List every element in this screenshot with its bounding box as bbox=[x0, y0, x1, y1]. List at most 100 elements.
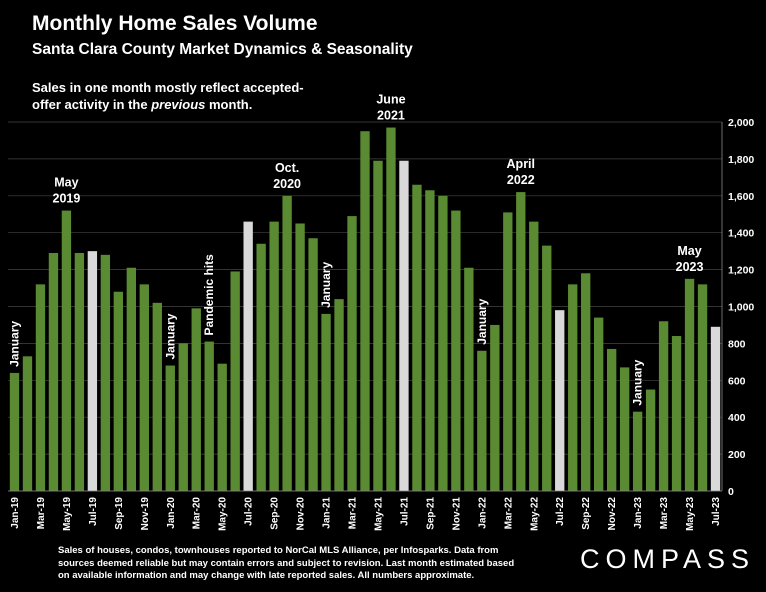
x-tick-label: Jan-21 bbox=[322, 497, 333, 529]
bar bbox=[282, 195, 292, 492]
bar bbox=[308, 238, 318, 491]
bar bbox=[217, 363, 227, 491]
annotation-label: January bbox=[319, 262, 333, 308]
x-tick-label: Jul-22 bbox=[555, 497, 566, 526]
bar bbox=[48, 252, 59, 491]
bar bbox=[139, 284, 149, 491]
annotation-label: April bbox=[507, 157, 535, 171]
annotation-label: January bbox=[631, 359, 645, 405]
x-tick-label: Sep-20 bbox=[270, 497, 281, 530]
page-subtitle: Santa Clara County Market Dynamics & Sea… bbox=[32, 41, 413, 58]
x-tick-label: Jul-23 bbox=[711, 497, 722, 526]
bar bbox=[710, 326, 721, 491]
compass-logo: COMPASS bbox=[580, 544, 756, 574]
x-tick-label: Mar-22 bbox=[503, 497, 514, 530]
y-tick-label: 1,400 bbox=[728, 228, 754, 240]
y-tick-label: 600 bbox=[728, 375, 746, 387]
bar bbox=[438, 195, 448, 492]
x-tick-label: Jan-23 bbox=[633, 497, 644, 529]
x-tick-label: Sep-21 bbox=[425, 497, 436, 530]
bar bbox=[74, 252, 85, 491]
bar bbox=[347, 216, 357, 491]
bar bbox=[684, 278, 695, 491]
x-tick-label: May-23 bbox=[685, 497, 696, 531]
bar bbox=[593, 317, 604, 491]
bar bbox=[22, 356, 33, 491]
x-tick-label: Nov-19 bbox=[140, 497, 151, 531]
annotation-label: 2023 bbox=[676, 260, 704, 274]
x-tick-label: May-20 bbox=[218, 497, 229, 531]
bar bbox=[230, 271, 240, 491]
x-tick-label: Mar-20 bbox=[192, 497, 203, 530]
x-tick-label: Jul-20 bbox=[244, 497, 255, 526]
chart-note: Sales in one month mostly reflect accept… bbox=[32, 79, 332, 113]
bar bbox=[516, 192, 526, 492]
bar bbox=[256, 243, 266, 491]
annotation-label: 2022 bbox=[507, 173, 535, 187]
x-tick-label: Nov-20 bbox=[296, 497, 307, 531]
bar bbox=[490, 324, 500, 491]
bar bbox=[542, 245, 552, 491]
page-title: Monthly Home Sales Volume bbox=[32, 12, 318, 35]
bar bbox=[204, 341, 214, 491]
bar bbox=[464, 267, 474, 491]
y-tick-label: 800 bbox=[728, 338, 746, 350]
x-tick-label: May-19 bbox=[62, 497, 73, 531]
y-tick-label: 1,000 bbox=[728, 302, 754, 314]
y-tick-label: 1,200 bbox=[728, 265, 754, 277]
bar bbox=[35, 284, 46, 491]
bar bbox=[152, 302, 162, 491]
annotation-label: May bbox=[677, 244, 701, 258]
x-tick-label: Mar-21 bbox=[348, 497, 359, 530]
y-tick-label: 1,800 bbox=[728, 154, 754, 166]
bar bbox=[399, 160, 409, 491]
annotation-label: 2020 bbox=[273, 177, 301, 191]
bar bbox=[671, 336, 682, 491]
bar bbox=[555, 310, 565, 491]
x-tick-label: Nov-21 bbox=[451, 497, 462, 531]
annotation-label: Oct. bbox=[275, 161, 299, 175]
x-tick-label: Mar-19 bbox=[36, 497, 47, 530]
bar bbox=[412, 184, 422, 492]
x-tick-label: Sep-19 bbox=[114, 497, 125, 530]
bar bbox=[386, 127, 396, 491]
bar bbox=[581, 273, 591, 491]
y-tick-label: 200 bbox=[728, 449, 746, 461]
bar bbox=[9, 372, 20, 491]
y-tick-label: 1,600 bbox=[728, 191, 754, 203]
x-tick-label: May-22 bbox=[529, 497, 540, 531]
note-text-emphasis: previous bbox=[151, 97, 206, 112]
y-tick-label: 0 bbox=[728, 486, 734, 498]
x-tick-label: Sep-22 bbox=[581, 497, 592, 530]
bar bbox=[165, 365, 175, 491]
bar bbox=[697, 284, 708, 491]
annotation-label: January bbox=[7, 321, 21, 367]
x-tick-label: Jan-19 bbox=[10, 497, 21, 529]
bar bbox=[619, 367, 630, 491]
bar bbox=[191, 308, 201, 491]
bar bbox=[632, 411, 643, 491]
annotation-label: June bbox=[376, 93, 405, 107]
bar bbox=[321, 313, 331, 491]
bar bbox=[87, 251, 98, 491]
bar bbox=[178, 343, 188, 491]
x-tick-label: Jan-20 bbox=[166, 497, 177, 529]
bar bbox=[529, 221, 539, 491]
bar bbox=[645, 389, 656, 491]
bar bbox=[606, 348, 617, 491]
y-tick-label: 2,000 bbox=[728, 117, 754, 129]
bar bbox=[360, 131, 370, 491]
annotation-label: January bbox=[163, 313, 177, 359]
bar bbox=[373, 160, 383, 491]
bar bbox=[100, 254, 111, 491]
bar bbox=[61, 210, 72, 491]
annotation-label: January bbox=[475, 298, 489, 344]
x-tick-label: Nov-22 bbox=[607, 497, 618, 531]
x-tick-label: Jul-19 bbox=[88, 497, 99, 526]
bar bbox=[503, 212, 513, 491]
x-tick-label: Mar-23 bbox=[659, 497, 670, 530]
bar bbox=[126, 267, 137, 491]
y-tick-label: 400 bbox=[728, 412, 746, 424]
bar bbox=[269, 221, 279, 491]
bar bbox=[568, 284, 578, 491]
